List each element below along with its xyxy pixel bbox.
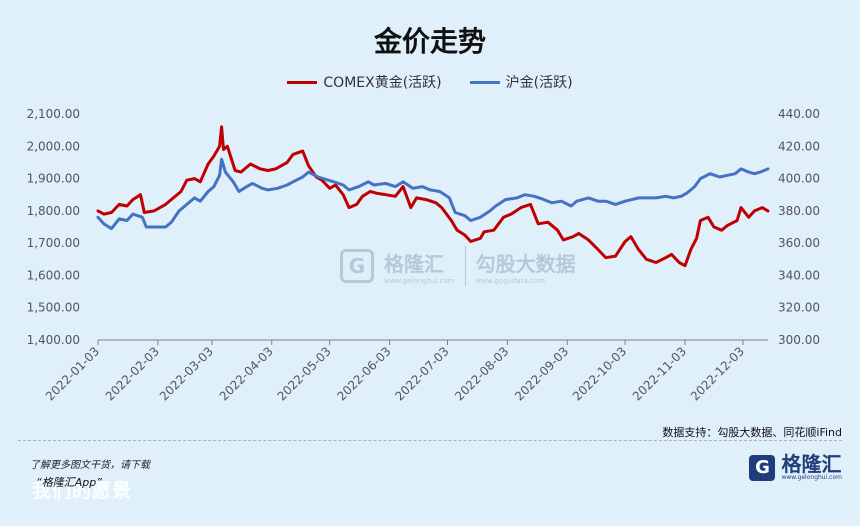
footer-brand: G 格隆汇 www.gelonghui.com	[749, 454, 842, 481]
legend-label-shanghai: 沪金(活跃)	[505, 75, 573, 91]
x-tick-label: 2022-05-03	[275, 344, 334, 403]
chart-title: 金价走势	[373, 25, 486, 58]
y-right-tick-label: 340.00	[778, 268, 820, 282]
x-tick-label: 2022-04-03	[217, 344, 276, 403]
x-tick-label: 2022-06-03	[334, 344, 393, 403]
y-left-tick-label: 2,000.00	[27, 139, 80, 153]
footer-slogan: 我们的愿景	[32, 480, 133, 502]
watermark-brand: 格隆汇 www.gelonghui.com	[384, 248, 455, 285]
footer-brand-url: www.gelonghui.com	[781, 474, 842, 481]
y-left-tick-label: 2,100.00	[27, 107, 80, 121]
footer-brand-name: 格隆汇	[781, 452, 842, 476]
x-tick-label: 2022-02-03	[103, 344, 162, 403]
watermark-data-url: www.gogudata.com	[475, 276, 545, 285]
x-tick-label: 2022-10-03	[570, 344, 629, 403]
x-tick-label: 2022-12-03	[688, 344, 747, 403]
y-right-tick-label: 440.00	[778, 107, 820, 121]
watermark-data-cn: 勾股大数据	[475, 251, 576, 276]
watermark-logo-icon: G	[340, 249, 374, 283]
series-line-shanghai	[96, 157, 770, 231]
legend-label-comex: COMEX黄金(活跃)	[323, 75, 442, 91]
y-right-tick-label: 400.00	[778, 172, 820, 186]
watermark-brand-cn: 格隆汇	[384, 251, 444, 276]
y-right-tick-label: 360.00	[778, 236, 820, 250]
footer-divider	[18, 440, 842, 441]
chart-legend: COMEX黄金(活跃) 沪金(活跃)	[0, 72, 860, 92]
brand-logo-icon: G	[749, 454, 776, 481]
y-left-tick-label: 1,600.00	[27, 268, 80, 282]
y-left-tick-label: 1,400.00	[27, 333, 80, 347]
watermark-brand-url: www.gelonghui.com	[384, 276, 455, 285]
y-right-tick-label: 420.00	[778, 139, 820, 153]
footer-note: 了解更多图文干货，请下载	[30, 460, 150, 471]
x-tick-label: 2022-03-03	[157, 344, 216, 403]
y-left-tick-label: 1,700.00	[27, 236, 80, 250]
y-right-tick-label: 380.00	[778, 204, 820, 218]
y-left-tick-label: 1,900.00	[27, 172, 80, 186]
watermark-data: 勾股大数据 www.gogudata.com	[476, 248, 576, 285]
x-tick-label: 2022-09-03	[512, 344, 571, 403]
y-left-tick-label: 1,800.00	[27, 204, 80, 218]
legend-item-comex: COMEX黄金(活跃)	[287, 72, 442, 92]
x-tick-label: 2022-01-03	[43, 344, 102, 403]
x-tick-label: 2022-08-03	[452, 344, 511, 403]
y-right-tick-label: 320.00	[778, 301, 820, 315]
legend-swatch-shanghai	[469, 80, 500, 84]
data-source: 数据支持：勾股大数据、同花顺iFind	[662, 426, 842, 439]
legend-swatch-comex	[287, 80, 318, 84]
watermark-separator	[464, 246, 466, 286]
x-tick-label: 2022-11-03	[630, 344, 689, 403]
footer-brand-text-block: 格隆汇 www.gelonghui.com	[781, 454, 842, 481]
series-line-comex	[96, 125, 770, 268]
y-right-tick-label: 300.00	[778, 333, 820, 347]
x-tick-label: 2022-07-03	[392, 344, 451, 403]
footer-app-name: “格隆汇App”	[36, 476, 102, 489]
watermark: G 格隆汇 www.gelonghui.com 勾股大数据 www.goguda…	[340, 246, 576, 286]
legend-item-shanghai: 沪金(活跃)	[469, 72, 573, 92]
y-left-tick-label: 1,500.00	[27, 301, 80, 315]
